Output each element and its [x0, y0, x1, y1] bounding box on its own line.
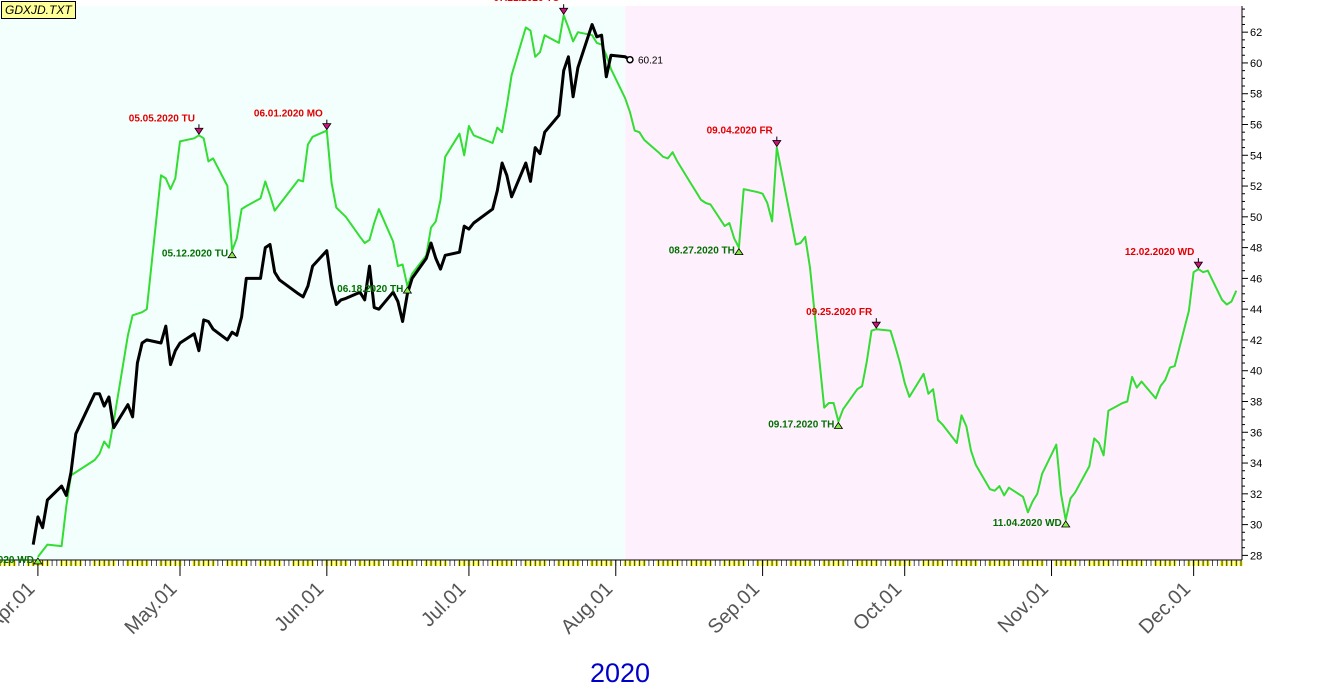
peak-label: 09.04.2020 FR: [707, 126, 774, 137]
peak-label: 05.05.2020 TU: [129, 113, 195, 124]
peak-marker: [871, 321, 882, 329]
trough-marker: [402, 286, 413, 294]
last-value-label: 60.21: [638, 56, 663, 67]
last-value-dot: [626, 55, 634, 64]
year-label: 2020: [590, 658, 650, 688]
shade-region-left: [0, 6, 626, 560]
x-tick-label: Apr.01: [0, 578, 39, 634]
peak-label: 07.21.2020 TU: [493, 0, 559, 4]
y-tick-label: 48: [1250, 243, 1262, 255]
x-tick-label: Jun.01: [270, 578, 328, 636]
peak-marker: [194, 127, 204, 135]
x-tick-label: Oct.01: [849, 578, 906, 635]
y-tick-label: 46: [1250, 273, 1262, 285]
x-tick-label: Dec.01: [1135, 578, 1195, 638]
trough-marker: [734, 247, 744, 256]
x-tick-label: Jul.01: [417, 578, 470, 631]
y-tick-label: 40: [1250, 366, 1262, 378]
y-tick-label: 58: [1250, 89, 1262, 101]
y-tick-label: 34: [1250, 458, 1262, 470]
trough-marker: [833, 421, 844, 429]
x-tick-label: Aug.01: [557, 578, 617, 638]
y-tick-label: 28: [1250, 550, 1262, 562]
y-tick-label: 54: [1250, 150, 1262, 162]
y-tick-label: 60: [1250, 58, 1262, 70]
green-series-line: [37, 14, 1238, 558]
peak-label: 06.01.2020 MO: [254, 109, 323, 120]
y-tick-label: 50: [1250, 212, 1262, 224]
peak-marker: [558, 7, 569, 15]
peak-label: 09.25.2020 FR: [806, 307, 873, 318]
trough-marker: [33, 557, 43, 565]
trough-label: 08.27.2020 TH: [669, 246, 735, 257]
y-tick-label: 56: [1250, 119, 1262, 131]
y-tick-label: 30: [1250, 520, 1262, 532]
trough-label: 04.01.2020 WD: [0, 555, 34, 566]
trough-marker: [227, 250, 237, 259]
x-tick-label: May.01: [121, 578, 182, 639]
trough-marker: [1060, 520, 1071, 528]
x-tick-label: Nov.01: [994, 578, 1053, 637]
peak-marker: [1193, 261, 1204, 269]
trough-label: 09.17.2020 TH: [768, 420, 834, 431]
y-tick-label: 52: [1250, 181, 1262, 193]
trough-label: 06.18.2020 TH: [337, 284, 403, 295]
y-tick-label: 44: [1250, 304, 1262, 316]
peak-label: 12.02.2020 WD: [1125, 247, 1195, 258]
y-tick-label: 62: [1250, 27, 1262, 39]
y-tick-label: 42: [1250, 335, 1262, 347]
y-tick-label: 32: [1250, 489, 1262, 501]
shade-region-right: [625, 6, 1241, 560]
peak-marker: [772, 140, 782, 148]
x-day-mark: [0, 561, 2, 566]
black-series-line: [31, 23, 631, 545]
y-tick-label: 36: [1250, 427, 1262, 439]
trough-label: 11.04.2020 WD: [993, 518, 1062, 529]
x-tick-label: Sep.01: [704, 578, 764, 638]
file-name-tag: GDXJD.TXT: [1, 1, 76, 19]
trough-label: 05.12.2020 TU: [162, 249, 228, 260]
y-tick-label: 38: [1250, 396, 1262, 408]
peak-marker: [322, 123, 332, 131]
